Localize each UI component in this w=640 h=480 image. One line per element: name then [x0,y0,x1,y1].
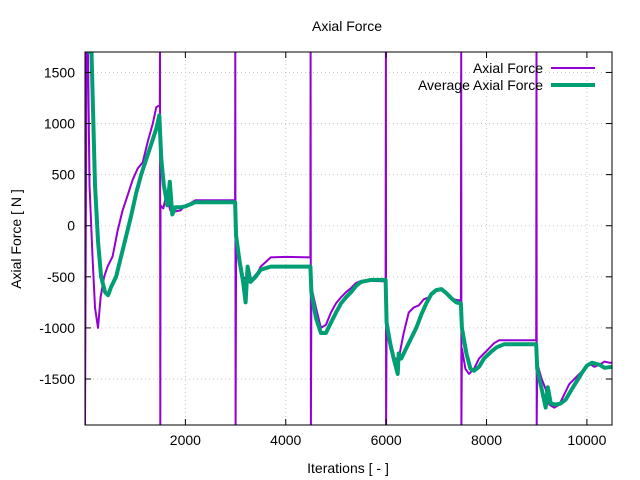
y-tick-label: -1000 [39,320,75,336]
x-tick-label: 4000 [270,432,301,448]
plot-frame [84,51,613,426]
y-tick-label: 1500 [44,64,75,80]
y-tick-label: 1000 [44,116,75,132]
legend-label-1: Axial Force [473,60,543,76]
x-tick-label: 8000 [471,432,502,448]
series-line-1 [85,52,612,425]
y-tick-label: -1500 [39,371,75,387]
y-axis-label: Axial Force [ N ] [8,189,24,289]
legend-label-2: Average Axial Force [418,77,543,93]
axis-ticks: 2000 4000 6000 8000 10000 -1500 -1000 -500 0 500 1… [39,52,612,448]
x-axis-label: Iterations [ - ] [307,460,389,476]
x-tick-label: 10000 [567,432,606,448]
series-lines [85,52,612,425]
series-line-2 [87,52,612,410]
x-tick-label: 6000 [371,432,402,448]
chart-title: Axial Force [312,18,382,34]
y-tick-label: 500 [52,167,76,183]
y-tick-label: -500 [47,269,75,285]
y-tick-label: 0 [67,218,75,234]
x-tick-label: 2000 [170,432,201,448]
